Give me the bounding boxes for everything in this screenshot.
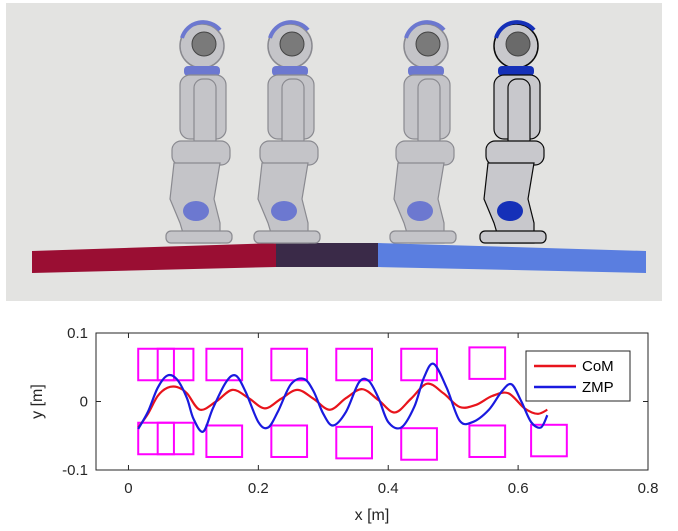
humanoid-robot-icon	[165, 20, 233, 244]
footprint	[137, 421, 175, 456]
footprint	[205, 424, 244, 458]
y-tick-label: -0.1	[62, 462, 88, 479]
footprint	[335, 425, 373, 460]
legend-label-com: CoM	[582, 358, 614, 375]
com-line	[137, 382, 548, 429]
footprint	[270, 424, 309, 458]
y-axis-label: y [m]	[29, 384, 46, 419]
robots-group	[165, 20, 547, 244]
humanoid-robot-icon	[253, 20, 321, 244]
trajectory-chart: 0 0.2 0.4 0.6 0.8 -0.1 0 0.1 x [m] y [m] CoM ZM…	[29, 325, 658, 524]
x-tick-label: 0.4	[378, 480, 399, 497]
floor-segment-blue	[378, 243, 646, 273]
footprint	[270, 347, 309, 382]
x-tick-label: 0.2	[248, 480, 269, 497]
x-tick-label: 0.6	[508, 480, 529, 497]
ticks-layer: 0 0.2 0.4 0.6 0.8 -0.1 0 0.1	[62, 325, 658, 497]
simulation-scene	[6, 3, 662, 301]
humanoid-robot-icon	[389, 20, 457, 244]
footprint	[400, 347, 438, 382]
x-tick-label: 0	[124, 480, 132, 497]
footprints-layer	[137, 346, 568, 461]
floor-segment-dark	[276, 243, 378, 267]
footprint	[156, 347, 195, 382]
x-tick-label: 0.8	[638, 480, 659, 497]
legend-box	[525, 350, 631, 402]
footprint	[205, 347, 244, 382]
footprint	[156, 421, 195, 456]
floor-segment-red	[32, 243, 276, 273]
footprint	[335, 347, 373, 382]
y-tick-label: 0	[80, 394, 88, 411]
legend-label-zmp: ZMP	[582, 379, 614, 396]
y-tick-label: 0.1	[67, 325, 88, 342]
series-lines-layer	[137, 362, 549, 433]
floor-strip	[32, 243, 646, 273]
footprint	[530, 423, 568, 458]
footprint	[137, 347, 175, 382]
footprint	[468, 424, 507, 458]
humanoid-robot-icon	[479, 20, 547, 244]
x-axis-label: x [m]	[355, 507, 390, 524]
footprint	[400, 427, 438, 461]
footprint	[468, 346, 507, 380]
zmp-line	[137, 362, 549, 433]
legend: CoM ZMP	[525, 350, 631, 402]
